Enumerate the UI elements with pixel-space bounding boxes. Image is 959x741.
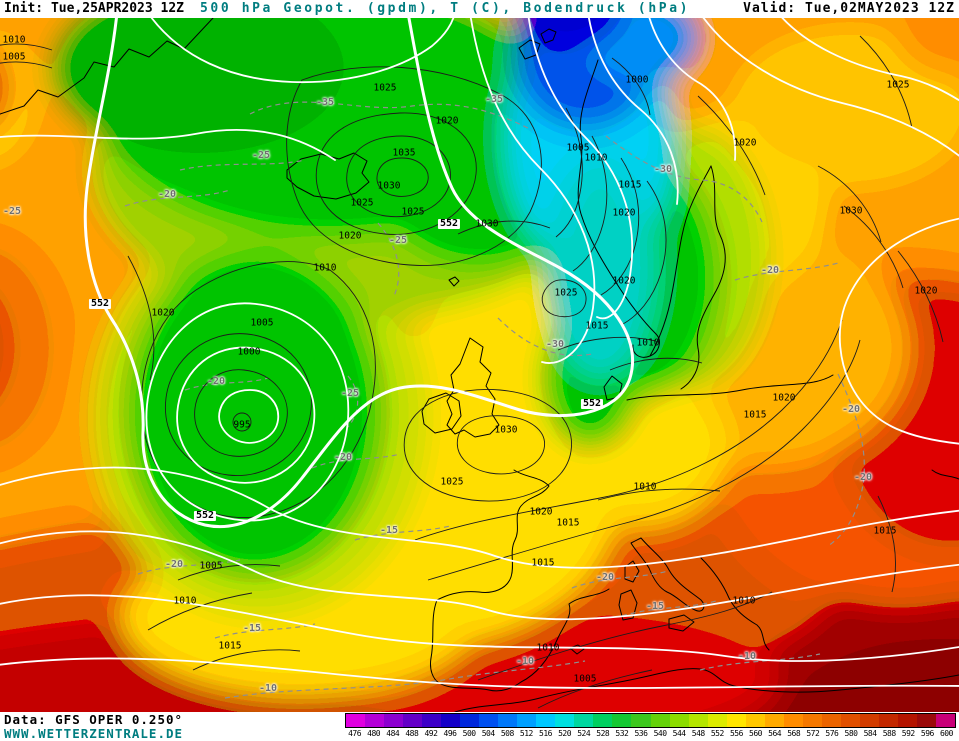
colorbar-cell: [783, 714, 803, 727]
chart-title: 500 hPa Geopot. (gpdm), T (C), Bodendruc…: [200, 1, 691, 16]
colorbar-tick: 536: [634, 729, 648, 738]
colorbar-tick: 568: [787, 729, 801, 738]
colorbar-ticks: 476 480 484 488 492 496 500 504 508 512 516 520 524 5…: [345, 729, 956, 738]
colorbar-cell: [631, 714, 651, 727]
colorbar-tick: 580: [844, 729, 858, 738]
geopotential-contours: [0, 18, 959, 689]
colorbar-tick: 540: [653, 729, 667, 738]
colorbar-tick: 576: [825, 729, 839, 738]
colorbar-tick: 584: [863, 729, 877, 738]
colorbar-cell: [441, 714, 461, 727]
colorbar-scale: [345, 713, 956, 728]
colorbar-tick: 532: [615, 729, 629, 738]
colorbar-cell: [650, 714, 670, 727]
pressure-isobars: [0, 35, 944, 709]
colorbar-cell: [403, 714, 423, 727]
colorbar-tick: 528: [596, 729, 610, 738]
colorbar-cell: [840, 714, 860, 727]
colorbar-tick: 596: [920, 729, 934, 738]
colorbar-tick: 484: [386, 729, 400, 738]
colorbar-cell: [688, 714, 708, 727]
colorbar-cell: [707, 714, 727, 727]
data-source: Data: GFS OPER 0.250°: [4, 712, 184, 727]
colorbar-tick: 504: [481, 729, 495, 738]
colorbar-tick: 488: [405, 729, 419, 738]
colorbar-tick: 508: [500, 729, 514, 738]
colorbar-cell: [859, 714, 879, 727]
colorbar-cell: [935, 714, 955, 727]
colorbar-cell: [764, 714, 784, 727]
colorbar-tick: 512: [519, 729, 533, 738]
map-canvas: [0, 18, 959, 712]
colorbar-tick: 480: [367, 729, 381, 738]
colorbar-tick: 564: [768, 729, 782, 738]
temperature-contours: [124, 101, 865, 699]
colorbar-cell: [726, 714, 746, 727]
colorbar-tick: 524: [577, 729, 591, 738]
website-link[interactable]: WWW.WETTERZENTRALE.DE: [4, 726, 184, 741]
colorbar-cell: [916, 714, 936, 727]
colorbar-tick: 516: [539, 729, 552, 738]
temperature-field: [0, 18, 959, 712]
colorbar-tick: 548: [691, 729, 705, 738]
chart-footer: Data: GFS OPER 0.250° WWW.WETTERZENTRALE…: [0, 712, 959, 741]
colorbar-cell: [802, 714, 822, 727]
valid-time: Valid: Tue,02MAY2023 12Z: [743, 1, 955, 16]
colorbar-cell: [479, 714, 499, 727]
colorbar-cell: [878, 714, 898, 727]
colorbar-cell: [384, 714, 404, 727]
colorbar-tick: 556: [729, 729, 743, 738]
colorbar-cell: [821, 714, 841, 727]
colorbar-tick: 600: [939, 729, 953, 738]
colorbar-cell: [365, 714, 385, 727]
colorbar-cell: [669, 714, 689, 727]
colorbar-tick: 544: [672, 729, 686, 738]
colorbar-cell: [498, 714, 518, 727]
colorbar-cell: [346, 714, 366, 727]
colorbar-tick: 572: [806, 729, 820, 738]
colorbar-cell: [593, 714, 613, 727]
colorbar-cell: [536, 714, 556, 727]
colorbar-cell: [555, 714, 575, 727]
colorbar-cell: [517, 714, 537, 727]
colorbar-tick: 520: [558, 729, 572, 738]
colorbar-cell: [745, 714, 765, 727]
colorbar-tick: 492: [424, 729, 438, 738]
colorbar-tick: 500: [462, 729, 476, 738]
colorbar-cell: [422, 714, 442, 727]
colorbar-tick: 592: [901, 729, 915, 738]
colorbar-tick: 496: [443, 729, 457, 738]
weather-map: 1010 1005 1000 1025 1025 1020 1020 1035 1005 1010…: [0, 18, 959, 712]
colorbar-cell: [897, 714, 917, 727]
colorbar-tick: 588: [882, 729, 896, 738]
colorbar-tick: 552: [710, 729, 724, 738]
colorbar-tick: 476: [348, 729, 362, 738]
coastlines: [0, 18, 959, 712]
colorbar-tick: 560: [749, 729, 762, 738]
colorbar-cell: [574, 714, 594, 727]
colorbar-cell: [460, 714, 480, 727]
chart-header: Init: Tue,25APR2023 12Z 500 hPa Geopot. …: [0, 0, 959, 18]
colorbar-cell: [612, 714, 632, 727]
geopotential-colorbar: 476 480 484 488 492 496 500 504 508 512 516 520 524 5…: [345, 713, 956, 738]
init-time: Init: Tue,25APR2023 12Z: [4, 1, 185, 16]
